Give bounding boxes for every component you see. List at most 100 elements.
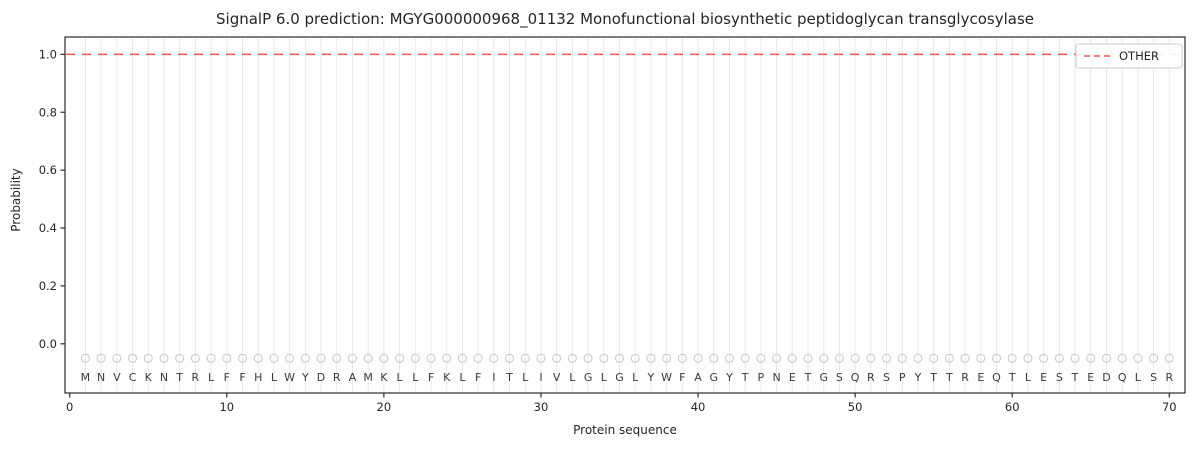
residue-marker-circle (803, 353, 813, 363)
residue-marker-circle (662, 353, 672, 363)
residue-marker-circle (1133, 353, 1143, 363)
residue-letter: T (1008, 371, 1016, 384)
x-axis-label: Protein sequence (573, 423, 677, 437)
residue-letter: F (224, 371, 230, 384)
residue-marker-circle (520, 353, 530, 363)
residue-letter: R (192, 371, 200, 384)
x-tick-label: 0 (66, 400, 73, 414)
residue-letter: L (1135, 371, 1142, 384)
residue-marker-circle (772, 353, 782, 363)
residue-letter: C (129, 371, 137, 384)
residue-marker-circle (316, 353, 326, 363)
residue-letter: I (539, 371, 542, 384)
residue-letter: G (819, 371, 828, 384)
x-tick-label: 40 (691, 400, 706, 414)
residue-letter: T (741, 371, 749, 384)
residue-marker-circle (143, 353, 153, 363)
residue-letter: E (789, 371, 796, 384)
residue-marker-circle (253, 353, 263, 363)
residue-marker-circle (505, 353, 515, 363)
residue-letter: V (553, 371, 561, 384)
residue-letter: W (284, 371, 295, 384)
residue-marker-circle (96, 353, 106, 363)
residue-letter: A (694, 371, 702, 384)
residue-marker-circle (897, 353, 907, 363)
residue-letter: S (883, 371, 890, 384)
residue-letter: E (1087, 371, 1094, 384)
y-tick-label: 0.2 (39, 279, 57, 293)
residue-letter: T (175, 371, 183, 384)
residue-letter: L (208, 371, 215, 384)
residue-letter: N (160, 371, 168, 384)
residue-letter: Q (992, 371, 1001, 384)
residue-letter: F (679, 371, 685, 384)
residue-marker-circle (347, 353, 357, 363)
residue-letter: Y (301, 371, 309, 384)
residue-marker-circle (976, 353, 986, 363)
residue-marker-circle (787, 353, 797, 363)
residue-letter: M (81, 371, 91, 384)
residue-marker-circle (850, 353, 860, 363)
residue-marker-circle (128, 353, 138, 363)
residue-letter: L (459, 371, 466, 384)
residue-marker-circle (1149, 353, 1159, 363)
residue-marker-circle (269, 353, 279, 363)
residue-letter: R (333, 371, 341, 384)
residue-marker-circle (473, 353, 483, 363)
residue-letter: Y (725, 371, 733, 384)
residue-marker-circle (410, 353, 420, 363)
residue-marker-circle (1070, 353, 1080, 363)
residue-marker-circle (1117, 353, 1127, 363)
residue-marker-circle (724, 353, 734, 363)
residue-marker-circle (457, 353, 467, 363)
residue-marker-circle (834, 353, 844, 363)
residue-marker-circle (1023, 353, 1033, 363)
residue-letter: L (522, 371, 529, 384)
residue-letter: N (97, 371, 105, 384)
residue-marker-circle (599, 353, 609, 363)
residue-marker-circle (583, 353, 593, 363)
residue-letter: K (380, 371, 388, 384)
y-tick-label: 1.0 (39, 47, 57, 61)
residue-marker-circle (80, 353, 90, 363)
y-tick-label: 0.0 (39, 337, 57, 351)
residue-marker-circle (630, 353, 640, 363)
residue-letter: L (569, 371, 576, 384)
residue-marker-circle (567, 353, 577, 363)
plot-border (64, 36, 1186, 394)
residue-marker-circle (693, 353, 703, 363)
residue-marker-circle (882, 353, 892, 363)
residue-letter: F (428, 371, 434, 384)
residue-letter: T (804, 371, 812, 384)
residue-marker-circle (913, 353, 923, 363)
legend-box (1075, 43, 1183, 69)
residue-letter: K (443, 371, 451, 384)
chart-title: SignalP 6.0 prediction: MGYG000000968_01… (216, 10, 1034, 28)
residue-marker-circle (426, 353, 436, 363)
residue-letter: R (961, 371, 969, 384)
residue-letter: G (709, 371, 718, 384)
residue-letter: V (113, 371, 121, 384)
residue-marker-circle (536, 353, 546, 363)
residue-marker-circle (1086, 353, 1096, 363)
y-tick-label: 0.6 (39, 163, 57, 177)
residue-marker-circle (1007, 353, 1017, 363)
residue-marker-circle (1164, 353, 1174, 363)
residue-marker-circle (1101, 353, 1111, 363)
residue-letter: R (1165, 371, 1173, 384)
residue-letter: H (254, 371, 262, 384)
residue-letter: G (615, 371, 624, 384)
residue-letter: I (492, 371, 495, 384)
residue-marker-circle (300, 353, 310, 363)
residue-marker-circle (379, 353, 389, 363)
residue-letter: T (1071, 371, 1079, 384)
residue-marker-circle (159, 353, 169, 363)
residue-marker-circle (615, 353, 625, 363)
residue-letter: L (632, 371, 639, 384)
residue-letter: L (271, 371, 278, 384)
residue-letter: D (317, 371, 325, 384)
residue-letter: F (239, 371, 245, 384)
residue-letter: L (397, 371, 404, 384)
